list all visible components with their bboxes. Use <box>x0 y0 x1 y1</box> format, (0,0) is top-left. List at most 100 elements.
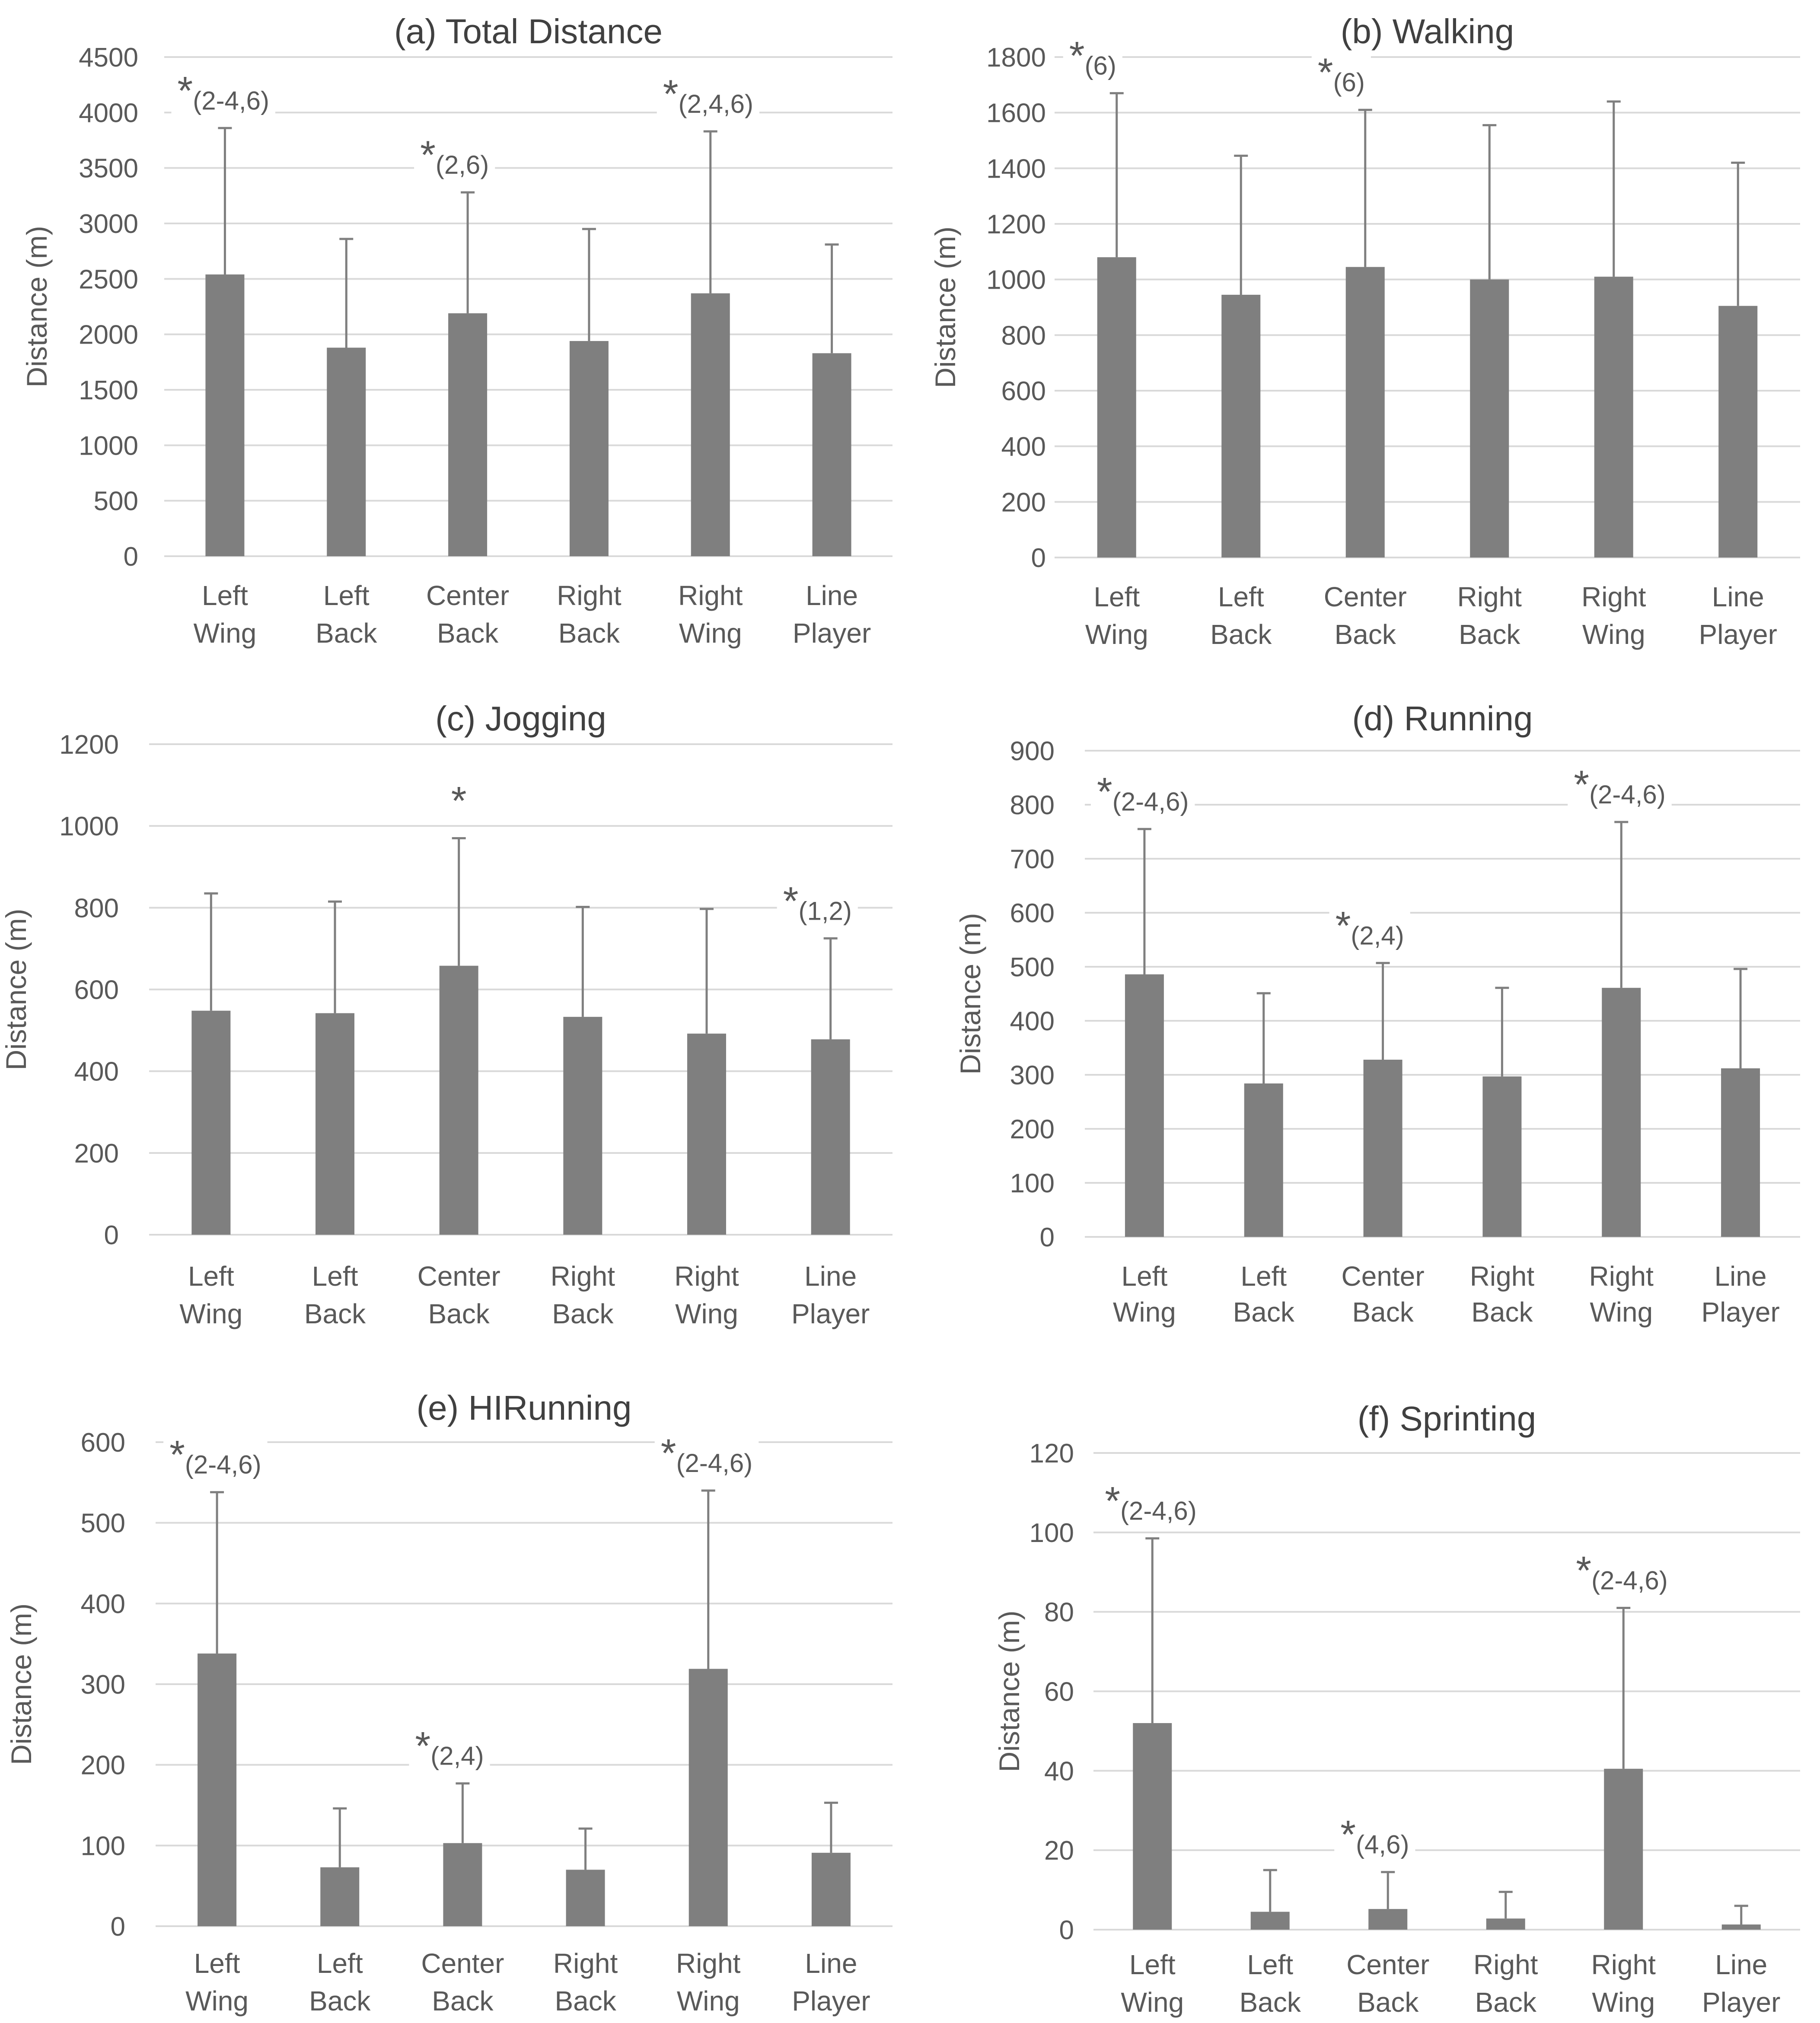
x-tick-label: Left <box>1247 1949 1293 1980</box>
x-tick-label: Back <box>1475 1987 1537 2018</box>
y-tick-label: 1000 <box>986 265 1046 295</box>
x-tick-label: Right <box>557 580 622 611</box>
y-tick-label: 4500 <box>79 43 138 73</box>
x-tick-label: Back <box>1471 1297 1533 1328</box>
bar-line-player <box>811 1853 851 1926</box>
bar-center-back <box>443 1843 482 1926</box>
y-tick-label: 2000 <box>79 320 138 350</box>
significance-annotation: *(2,4,6) <box>663 72 753 118</box>
significance-annotation: *(2,4) <box>1336 904 1404 950</box>
bar-left-wing <box>205 274 245 556</box>
bar-right-wing <box>687 1033 726 1235</box>
y-tick-label: 100 <box>1030 1518 1074 1548</box>
x-tick-label: Back <box>1459 619 1520 650</box>
y-tick-label: 1800 <box>986 43 1046 73</box>
x-tick-label: Back <box>555 1985 616 2017</box>
annotation-backdrop <box>1329 908 1410 950</box>
x-tick-label: Wing <box>675 1298 738 1329</box>
x-tick-label: Player <box>792 1985 870 2017</box>
annotation-backdrop <box>414 137 495 180</box>
y-tick-label: 60 <box>1044 1677 1074 1707</box>
y-axis-label: Distance (m) <box>5 1603 37 1765</box>
y-tick-label: 4000 <box>79 98 138 128</box>
x-tick-label: Line <box>806 580 858 611</box>
annotation-backdrop <box>1311 55 1371 97</box>
x-tick-label: Center <box>1342 1261 1425 1292</box>
x-tick-label: Center <box>421 1948 504 1979</box>
x-tick-label: Back <box>304 1298 366 1329</box>
x-tick-label: Back <box>1233 1297 1295 1328</box>
annotation-backdrop <box>1570 1553 1674 1595</box>
significance-annotation: *(2-4,6) <box>1574 763 1666 809</box>
y-tick-label: 500 <box>1010 953 1055 982</box>
annotation-backdrop <box>409 1728 490 1771</box>
y-axis-label: Distance (m) <box>0 908 32 1070</box>
annotation-backdrop <box>1334 1817 1415 1859</box>
y-tick-label: 900 <box>1010 736 1055 766</box>
x-tick-label: Left <box>194 1948 240 1979</box>
annotation-backdrop <box>445 783 473 823</box>
bar-right-back <box>569 341 609 556</box>
y-tick-label: 1500 <box>79 376 138 405</box>
y-tick-label: 0 <box>1031 543 1046 573</box>
x-tick-label: Wing <box>194 618 257 649</box>
bar-right-wing <box>691 293 730 556</box>
bar-right-wing <box>1602 988 1641 1237</box>
x-tick-label: Back <box>428 1298 490 1329</box>
y-tick-label: 0 <box>1040 1223 1055 1252</box>
bar-left-back <box>320 1867 360 1926</box>
bar-center-back <box>1363 1060 1402 1237</box>
bar-left-back <box>316 1013 354 1235</box>
x-tick-label: Wing <box>1121 1987 1184 2018</box>
x-tick-label: Back <box>432 1985 494 2017</box>
x-tick-label: Right <box>674 1261 739 1292</box>
x-tick-label: Left <box>188 1261 234 1292</box>
y-axis-label: Distance (m) <box>954 913 986 1074</box>
x-tick-label: Right <box>1591 1949 1656 1980</box>
y-tick-label: 800 <box>1001 321 1046 350</box>
x-tick-label: Wing <box>1590 1297 1653 1328</box>
bar-right-back <box>566 1870 605 1926</box>
x-tick-label: Left <box>317 1948 363 1979</box>
x-tick-label: Right <box>553 1948 618 1979</box>
x-tick-label: Left <box>312 1261 358 1292</box>
x-tick-label: Left <box>1240 1261 1287 1292</box>
x-tick-label: Back <box>1335 619 1396 650</box>
x-tick-label: Back <box>552 1298 614 1329</box>
y-tick-label: 40 <box>1044 1756 1074 1786</box>
x-tick-label: Center <box>418 1261 500 1292</box>
bar-center-back <box>448 313 488 556</box>
significance-annotation: *(2-4,6) <box>1576 1548 1668 1595</box>
significance-annotation: *(2,4) <box>415 1724 484 1771</box>
chart-title: (b) Walking <box>1341 12 1514 51</box>
panel-e-hirunning: (e) HIRunning 0 100 200 300 400 500 600 Distance… <box>5 1389 892 2017</box>
x-tick-label: Right <box>678 580 743 611</box>
x-tick-label: Wing <box>179 1298 242 1329</box>
bar-right-wing <box>1604 1768 1643 1930</box>
y-tick-label: 0 <box>111 1912 125 1942</box>
y-tick-label: 100 <box>1010 1169 1055 1198</box>
bar-left-wing <box>191 1010 231 1235</box>
annotation-backdrop <box>657 76 759 118</box>
annotation-backdrop <box>1568 767 1672 809</box>
bar-left-wing <box>198 1653 237 1926</box>
y-axis-label: Distance (m) <box>21 226 53 387</box>
y-tick-label: 1000 <box>79 431 138 461</box>
significance-annotation: *(2-4,6) <box>169 1433 261 1479</box>
bar-line-player <box>1721 1924 1761 1930</box>
y-tick-label: 400 <box>1001 432 1046 462</box>
annotation-backdrop <box>1090 774 1195 816</box>
x-tick-label: Player <box>1701 1297 1779 1328</box>
x-tick-label: Line <box>1715 1261 1767 1292</box>
chart-title: (a) Total Distance <box>394 12 663 51</box>
x-tick-label: Wing <box>1085 619 1148 650</box>
bar-line-player <box>811 1039 850 1235</box>
x-tick-label: Wing <box>1592 1987 1655 2018</box>
y-tick-label: 0 <box>1059 1915 1074 1945</box>
annotation-backdrop <box>1099 1483 1203 1526</box>
bar-right-wing <box>1594 277 1633 558</box>
y-tick-label: 400 <box>1010 1007 1055 1036</box>
y-tick-label: 400 <box>81 1589 125 1619</box>
x-tick-label: Back <box>1357 1987 1419 2018</box>
y-tick-label: 20 <box>1044 1836 1074 1866</box>
